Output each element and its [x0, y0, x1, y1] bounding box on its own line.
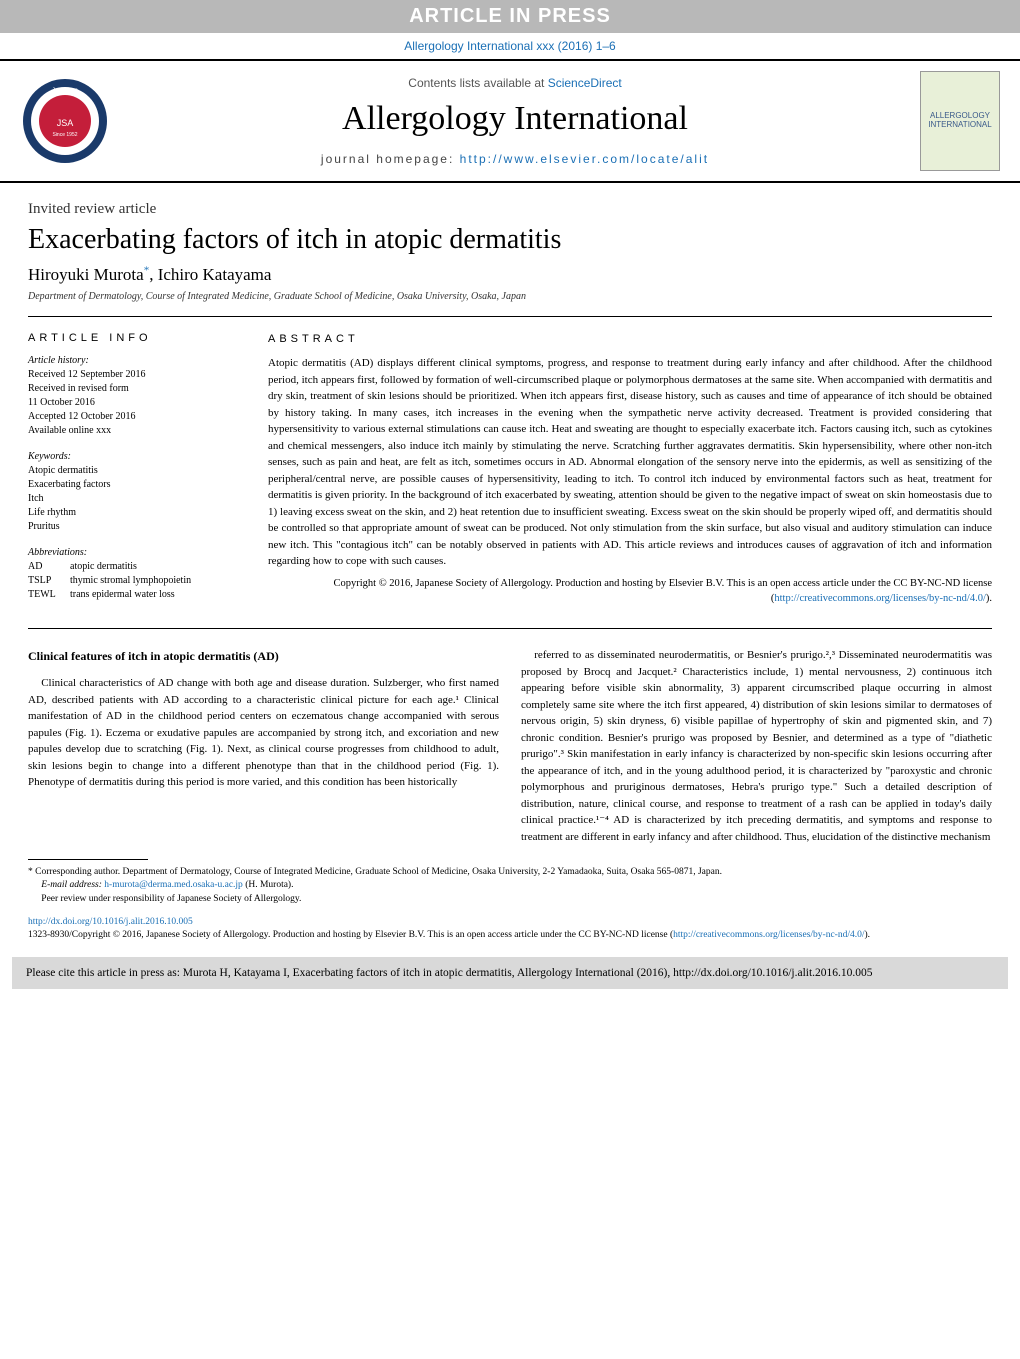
abstract-copyright: Copyright © 2016, Japanese Society of Al…	[268, 576, 992, 608]
body-paragraph: referred to as disseminated neurodermati…	[521, 647, 992, 845]
article-title: Exacerbating factors of itch in atopic d…	[0, 220, 1020, 264]
info-abstract-row: ARTICLE INFO Article history: Received 1…	[28, 317, 992, 629]
abstract-column: ABSTRACT Atopic dermatitis (AD) displays…	[268, 331, 992, 614]
society-logo: JSA Since 1952 Japanese	[20, 76, 110, 166]
doi-copyright-line: 1323-8930/Copyright © 2016, Japanese Soc…	[28, 929, 992, 942]
corresponding-author-note: * Corresponding author. Department of De…	[28, 866, 992, 879]
abbrev-row: TEWL trans epidermal water loss	[28, 588, 248, 602]
contents-prefix: Contents lists available at	[408, 76, 547, 90]
contents-available-line: Contents lists available at ScienceDirec…	[110, 76, 920, 90]
svg-text:JSA: JSA	[57, 118, 74, 128]
article-info-heading: ARTICLE INFO	[28, 331, 248, 346]
history-label: Article history:	[28, 354, 248, 368]
cover-title-text: ALLERGOLOGY INTERNATIONAL	[921, 111, 999, 129]
corresponding-marker: *	[144, 264, 150, 276]
body-column-right: referred to as disseminated neurodermati…	[521, 647, 992, 845]
history-line: Received in revised form	[28, 382, 248, 396]
footnotes: * Corresponding author. Department of De…	[28, 866, 992, 906]
abstract-text: Atopic dermatitis (AD) displays differen…	[268, 355, 992, 570]
header-center: Contents lists available at ScienceDirec…	[110, 76, 920, 166]
keyword: Atopic dermatitis	[28, 464, 248, 478]
body-two-column: Clinical features of itch in atopic derm…	[28, 647, 992, 845]
peer-review-note: Peer review under responsibility of Japa…	[28, 893, 992, 906]
abbrev-row: AD atopic dermatitis	[28, 560, 248, 574]
email-label: E-mail address:	[41, 880, 104, 890]
affiliation: Department of Dermatology, Course of Int…	[28, 291, 992, 317]
keywords-block: Keywords: Atopic dermatitis Exacerbating…	[28, 450, 248, 534]
journal-title: Allergology International	[110, 100, 920, 138]
license-link[interactable]: http://creativecommons.org/licenses/by-n…	[774, 593, 986, 604]
abbrev-label: Abbreviations:	[28, 546, 248, 560]
body-column-left: Clinical features of itch in atopic derm…	[28, 647, 499, 845]
article-info-column: ARTICLE INFO Article history: Received 1…	[28, 331, 268, 614]
abbreviations-block: Abbreviations: AD atopic dermatitis TSLP…	[28, 546, 248, 602]
keyword: Life rhythm	[28, 506, 248, 520]
history-line: Received 12 September 2016	[28, 368, 248, 382]
sciencedirect-link[interactable]: ScienceDirect	[548, 76, 622, 90]
keywords-label: Keywords:	[28, 450, 248, 464]
journal-header: JSA Since 1952 Japanese Contents lists a…	[0, 59, 1020, 183]
keyword: Itch	[28, 492, 248, 506]
email-line: E-mail address: h-murota@derma.med.osaka…	[28, 879, 992, 892]
abbrev-row: TSLP thymic stromal lymphopoietin	[28, 574, 248, 588]
abbrev-def: atopic dermatitis	[70, 560, 137, 574]
keyword: Pruritus	[28, 520, 248, 534]
author-names: Hiroyuki Murota*, Ichiro Katayama	[28, 265, 271, 284]
doi-block: http://dx.doi.org/10.1016/j.alit.2016.10…	[28, 916, 992, 943]
abstract-heading: ABSTRACT	[268, 331, 992, 348]
abbrev-short: TEWL	[28, 588, 70, 602]
citation-box: Please cite this article in press as: Mu…	[12, 957, 1008, 989]
doi-copyright-prefix: 1323-8930/Copyright © 2016, Japanese Soc…	[28, 930, 673, 940]
section-heading: Clinical features of itch in atopic derm…	[28, 647, 499, 665]
footnote-separator	[28, 859, 148, 860]
doi-copyright-suffix: ).	[865, 930, 871, 940]
doi-license-link[interactable]: http://creativecommons.org/licenses/by-n…	[673, 930, 864, 940]
doi-link[interactable]: http://dx.doi.org/10.1016/j.alit.2016.10…	[28, 917, 193, 927]
article-type: Invited review article	[0, 183, 1020, 220]
homepage-prefix: journal homepage:	[321, 152, 460, 166]
email-link[interactable]: h-murota@derma.med.osaka-u.ac.jp	[104, 880, 243, 890]
abbrev-short: TSLP	[28, 574, 70, 588]
history-line: 11 October 2016	[28, 396, 248, 410]
authors: Hiroyuki Murota*, Ichiro Katayama	[0, 264, 1020, 291]
abbrev-short: AD	[28, 560, 70, 574]
svg-text:Since 1952: Since 1952	[52, 132, 77, 138]
history-line: Available online xxx	[28, 424, 248, 438]
abbrev-def: thymic stromal lymphopoietin	[70, 574, 191, 588]
article-history-block: Article history: Received 12 September 2…	[28, 354, 248, 438]
journal-cover-thumbnail: ALLERGOLOGY INTERNATIONAL	[920, 71, 1000, 171]
body-paragraph: Clinical characteristics of AD change wi…	[28, 675, 499, 791]
article-in-press-banner: ARTICLE IN PRESS	[0, 0, 1020, 33]
journal-reference: Allergology International xxx (2016) 1–6	[0, 33, 1020, 59]
homepage-line: journal homepage: http://www.elsevier.co…	[110, 152, 920, 166]
keyword: Exacerbating factors	[28, 478, 248, 492]
copyright-suffix: ).	[986, 593, 992, 604]
email-suffix: (H. Murota).	[243, 880, 294, 890]
svg-text:Japanese: Japanese	[52, 88, 79, 94]
abbrev-def: trans epidermal water loss	[70, 588, 175, 602]
history-line: Accepted 12 October 2016	[28, 410, 248, 424]
homepage-link[interactable]: http://www.elsevier.com/locate/alit	[460, 152, 709, 166]
